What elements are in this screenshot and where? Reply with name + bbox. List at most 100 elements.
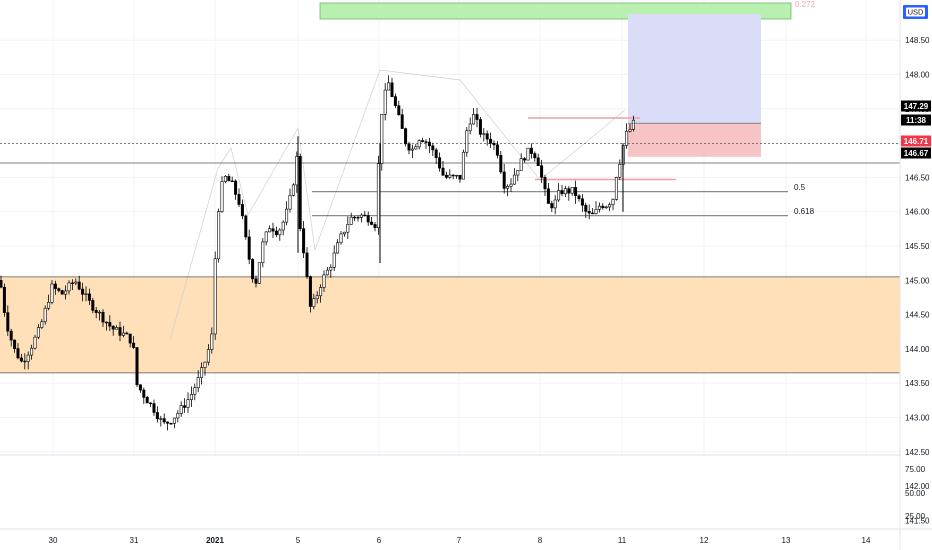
candle[interactable] [244, 214, 248, 240]
candle[interactable] [132, 336, 136, 349]
candle[interactable] [118, 321, 122, 342]
candle[interactable] [261, 238, 265, 268]
candle[interactable] [587, 204, 591, 220]
candle[interactable] [84, 286, 88, 302]
candle[interactable] [482, 127, 486, 142]
candle[interactable] [111, 325, 115, 336]
candle[interactable] [543, 174, 547, 197]
candle[interactable] [492, 140, 496, 150]
candle[interactable] [611, 198, 615, 211]
candlestick-series[interactable] [0, 75, 635, 431]
candle[interactable] [441, 160, 445, 177]
candle[interactable] [172, 417, 176, 429]
candle[interactable] [546, 182, 550, 204]
candle[interactable] [101, 309, 105, 327]
candle[interactable] [468, 117, 472, 135]
position-stop-zone[interactable] [628, 123, 761, 157]
candle[interactable] [448, 169, 452, 180]
candle[interactable] [196, 370, 200, 393]
candle[interactable] [281, 220, 285, 236]
candle[interactable] [540, 159, 544, 184]
candle[interactable] [16, 343, 20, 360]
candle[interactable] [455, 174, 459, 179]
candle[interactable] [523, 157, 527, 163]
fib-levels[interactable]: 0.5 0.618 0.272 [312, 0, 816, 217]
candle[interactable] [400, 108, 404, 129]
candle[interactable] [591, 208, 595, 215]
candle[interactable] [342, 231, 346, 237]
candle[interactable] [594, 201, 598, 215]
candle[interactable] [176, 410, 180, 423]
demand-zone[interactable] [0, 276, 900, 373]
candle[interactable] [169, 422, 173, 425]
candle[interactable] [47, 294, 51, 311]
candle[interactable] [240, 199, 244, 220]
candle[interactable] [339, 231, 343, 245]
candle[interactable] [550, 200, 554, 213]
candle[interactable] [189, 386, 193, 407]
candle[interactable] [359, 213, 363, 223]
candle[interactable] [0, 275, 3, 289]
candle[interactable] [329, 264, 333, 278]
candle[interactable] [23, 353, 27, 370]
candle[interactable] [336, 239, 340, 254]
candle[interactable] [87, 288, 91, 306]
candle[interactable] [434, 147, 438, 165]
candle[interactable] [254, 275, 258, 288]
candle[interactable] [40, 319, 44, 329]
volume-axis[interactable]: 75.00 50.00 25.00 [905, 465, 926, 521]
candle[interactable] [570, 187, 574, 196]
candle[interactable] [628, 124, 632, 133]
candle[interactable] [516, 170, 520, 182]
candle[interactable] [145, 395, 149, 404]
candle[interactable] [529, 143, 533, 159]
candle[interactable] [9, 328, 13, 347]
candle[interactable] [584, 202, 588, 219]
candle[interactable] [417, 139, 421, 150]
candle[interactable] [458, 174, 462, 183]
candle[interactable] [431, 142, 435, 157]
candle[interactable] [64, 285, 68, 300]
candle[interactable] [363, 210, 367, 217]
candle[interactable] [128, 333, 132, 348]
candle[interactable] [302, 221, 306, 259]
candle[interactable] [67, 280, 71, 295]
candle[interactable] [383, 83, 387, 121]
candle[interactable] [257, 262, 261, 284]
candle[interactable] [60, 289, 64, 295]
candle[interactable] [553, 195, 557, 215]
candle[interactable] [393, 93, 397, 109]
time-axis[interactable]: 30 31 2021 5 6 7 8 11 12 13 14 [49, 536, 871, 545]
candle[interactable] [223, 174, 227, 184]
candle[interactable] [414, 143, 418, 150]
candle[interactable] [472, 108, 476, 125]
candle[interactable] [274, 226, 278, 238]
candle[interactable] [631, 115, 635, 132]
candle[interactable] [247, 229, 251, 265]
candle[interactable] [608, 202, 612, 211]
candle[interactable] [580, 194, 584, 212]
candle[interactable] [91, 297, 95, 314]
candle[interactable] [193, 383, 197, 401]
candle[interactable] [444, 171, 448, 180]
candle[interactable] [308, 275, 312, 313]
candle[interactable] [557, 183, 561, 202]
currency-button[interactable]: USD [903, 5, 928, 19]
candle[interactable] [427, 137, 431, 154]
candle[interactable] [271, 222, 275, 239]
candle[interactable] [465, 127, 469, 157]
candle[interactable] [288, 188, 292, 213]
candle[interactable] [533, 151, 537, 162]
candle[interactable] [625, 123, 629, 149]
candle[interactable] [438, 152, 442, 172]
candle[interactable] [353, 215, 357, 222]
candle[interactable] [264, 231, 268, 246]
candle[interactable] [2, 283, 6, 317]
candle[interactable] [213, 251, 217, 340]
candle[interactable] [108, 315, 112, 332]
candle[interactable] [155, 406, 159, 423]
candle[interactable] [206, 344, 210, 366]
candle[interactable] [142, 387, 146, 404]
candle[interactable] [315, 291, 319, 304]
